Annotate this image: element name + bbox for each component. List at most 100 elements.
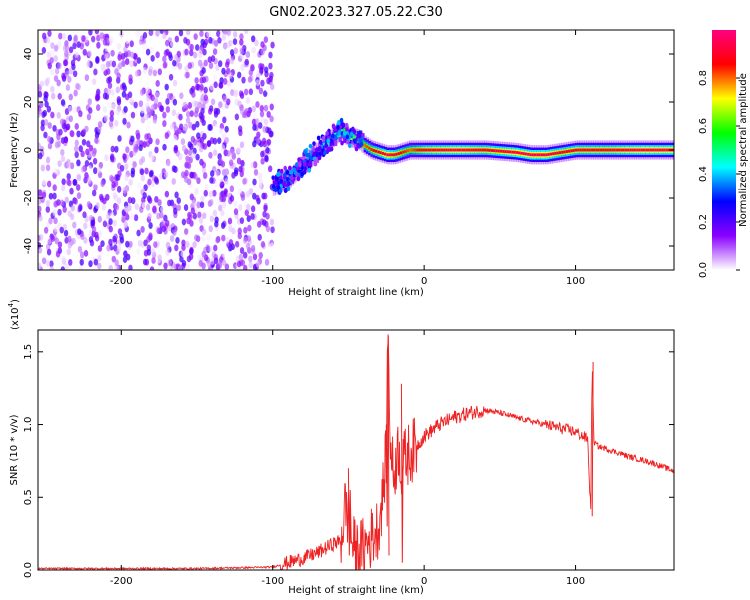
ridge-cell: [311, 157, 315, 161]
noise-cell: [260, 157, 265, 165]
noise-cell: [128, 240, 133, 248]
noise-cell: [117, 54, 122, 61]
noise-cell: [146, 94, 151, 102]
ridge-cell: [320, 145, 324, 149]
noise-cell: [212, 189, 217, 197]
noise-cell: [129, 40, 134, 48]
noise-cell: [172, 229, 177, 236]
noise-cell: [116, 197, 122, 205]
ridge-scatter-cell: [337, 130, 341, 136]
snr-line-series: [38, 334, 674, 570]
ridge-cell: [413, 148, 417, 152]
noise-cell: [187, 141, 192, 149]
noise-cell: [199, 83, 204, 91]
snr-multiplier-suffix: ): [10, 299, 21, 303]
ridge-scatter-cell: [356, 142, 360, 148]
noise-cell: [95, 57, 100, 64]
noise-cell: [194, 77, 199, 84]
noise-cell: [45, 206, 51, 213]
noise-cell: [192, 51, 198, 59]
noise-cell: [190, 85, 196, 93]
noise-cell: [240, 64, 245, 71]
ridge-cell: [477, 148, 481, 152]
noise-cell: [114, 259, 119, 267]
noise-cell: [261, 219, 267, 226]
noise-cell: [102, 220, 108, 228]
noise-cell: [88, 107, 93, 114]
noise-cell: [68, 67, 73, 75]
noise-cell: [230, 89, 235, 96]
noise-cell: [137, 182, 142, 189]
ridge-cell: [440, 148, 444, 152]
noise-cell: [146, 106, 151, 113]
noise-cell: [260, 150, 265, 158]
noise-cell: [242, 236, 248, 244]
noise-cell: [125, 37, 130, 45]
noise-cell: [83, 222, 88, 230]
noise-cell: [73, 36, 78, 44]
noise-cell: [76, 159, 81, 167]
noise-cell: [60, 99, 66, 106]
noise-cell: [108, 120, 114, 128]
noise-cell: [258, 252, 263, 259]
noise-cell: [266, 77, 271, 85]
noise-cell: [186, 255, 192, 263]
noise-cell: [187, 62, 193, 70]
ridge-cell: [504, 150, 508, 153]
noise-cell: [173, 146, 178, 154]
noise-cell: [186, 161, 191, 169]
noise-cell: [241, 76, 246, 84]
ridge-cell: [386, 153, 390, 157]
noise-cell: [270, 41, 275, 49]
noise-cell: [59, 226, 64, 234]
noise-cell: [164, 83, 169, 91]
noise-cell: [244, 58, 249, 66]
noise-cell: [175, 236, 180, 244]
noise-cell: [94, 30, 100, 35]
snr-panel: -200 -100 0 100 0.0 0.5 1.0 1.5 Height of stra…: [7, 299, 675, 596]
noise-cell: [202, 212, 207, 220]
noise-cell: [124, 93, 130, 101]
noise-cell: [87, 165, 92, 172]
ridge-cell: [327, 142, 331, 146]
noise-cell: [263, 204, 268, 212]
noise-cell: [218, 101, 223, 109]
noise-cell: [203, 94, 209, 102]
noise-cell: [260, 240, 266, 248]
noise-cell: [218, 60, 223, 68]
noise-cell: [63, 161, 69, 169]
noise-cell: [268, 62, 273, 70]
noise-cell: [173, 207, 178, 215]
noise-cell: [239, 33, 244, 41]
noise-cell: [155, 138, 160, 146]
noise-cell: [232, 38, 238, 46]
x-tick-label: 100: [566, 576, 585, 587]
noise-cell: [70, 204, 76, 212]
noise-cell: [223, 43, 228, 50]
noise-cell: [45, 259, 51, 267]
noise-cell: [108, 225, 113, 233]
ridge-cell: [493, 149, 497, 153]
noise-cell: [66, 248, 71, 256]
noise-cell: [129, 51, 135, 59]
noise-cell: [245, 50, 250, 58]
noise-cell: [189, 43, 194, 51]
noise-cell: [94, 231, 99, 239]
noise-cell: [41, 191, 47, 199]
noise-cell: [91, 78, 97, 86]
noise-cell: [197, 211, 202, 219]
noise-cell: [229, 195, 235, 202]
ridge-cell: [522, 152, 526, 156]
ridge-scatter-cell: [324, 143, 329, 149]
noise-cell: [48, 217, 53, 225]
snr-line: [38, 335, 674, 570]
noise-cell: [259, 105, 265, 112]
noise-cell: [243, 226, 248, 234]
noise-cell: [122, 187, 127, 194]
ridge-cell: [384, 152, 388, 156]
noise-cell: [163, 262, 168, 270]
noise-cell: [233, 200, 238, 208]
noise-cell: [114, 145, 119, 153]
ridge-cell: [611, 148, 615, 152]
noise-cell: [267, 165, 273, 173]
